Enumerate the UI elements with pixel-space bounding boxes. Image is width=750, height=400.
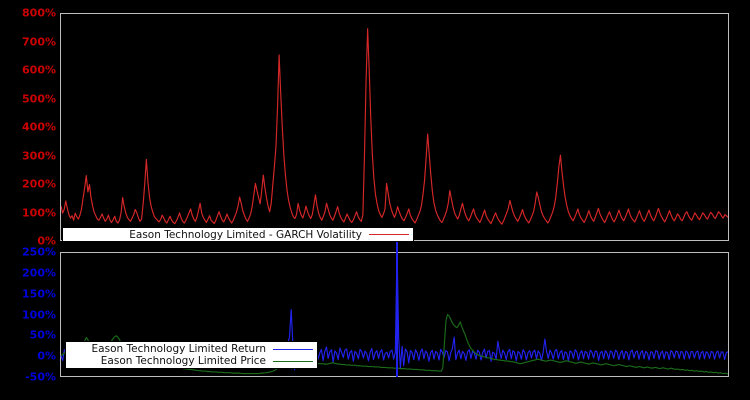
garch-volatility-ytick-7: 700% [22,35,56,48]
return-and-price-ytick-0: -50% [25,370,56,384]
volatility-y-axis-ticklabels: 0% 100% 200% 300% 400% 500% 600% 700% 800% [0,8,56,247]
garch-volatility-ytick-6: 600% [22,63,56,77]
legend-entry-swatch [273,360,313,362]
legend-entry-label: Eason Technology Limited Price [100,355,266,367]
volatility-clip [61,14,728,240]
return-and-price-ytick-3: 100% [22,308,56,321]
legend-entry-swatch [369,234,409,235]
volatility-line-chart [61,14,728,240]
garch-volatility-series-0 [61,29,728,224]
garch-volatility-ytick-8: 800% [22,6,56,20]
returns-legend: Eason Technology Limited Return Eason Tec… [65,341,318,369]
volatility-plot-area [60,13,729,241]
return-and-price-ytick-2: 50% [29,328,56,342]
garch-volatility-ytick-4: 400% [22,120,56,134]
legend-entry: Eason Technology Limited Return [70,343,313,355]
legend-entry: Eason Technology Limited - GARCH Volatil… [67,229,409,241]
garch-volatility-ytick-3: 300% [22,149,56,162]
garch-volatility-ytick-1: 100% [22,206,56,219]
return-and-price-ytick-1: 0% [37,349,56,363]
volatility-legend: Eason Technology Limited - GARCH Volatil… [62,227,414,242]
return-and-price-ytick-4: 150% [22,287,56,301]
garch-volatility-ytick-0: 0% [37,234,56,248]
return-and-price-ytick-6: 250% [22,245,56,259]
legend-entry-swatch [273,348,313,350]
legend-entry-label: Eason Technology Limited - GARCH Volatil… [129,228,362,241]
return-overflow-spike [396,240,399,377]
return-and-price-ytick-5: 200% [22,266,56,280]
returns-y-axis-ticklabels: -50% 0% 50% 100% 150% 200% 250% [0,247,56,383]
legend-entry: Eason Technology Limited Price [70,355,313,367]
garch-volatility-ytick-5: 500% [22,92,56,105]
legend-entry-label: Eason Technology Limited Return [91,343,266,355]
garch-volatility-ytick-2: 200% [22,177,56,191]
